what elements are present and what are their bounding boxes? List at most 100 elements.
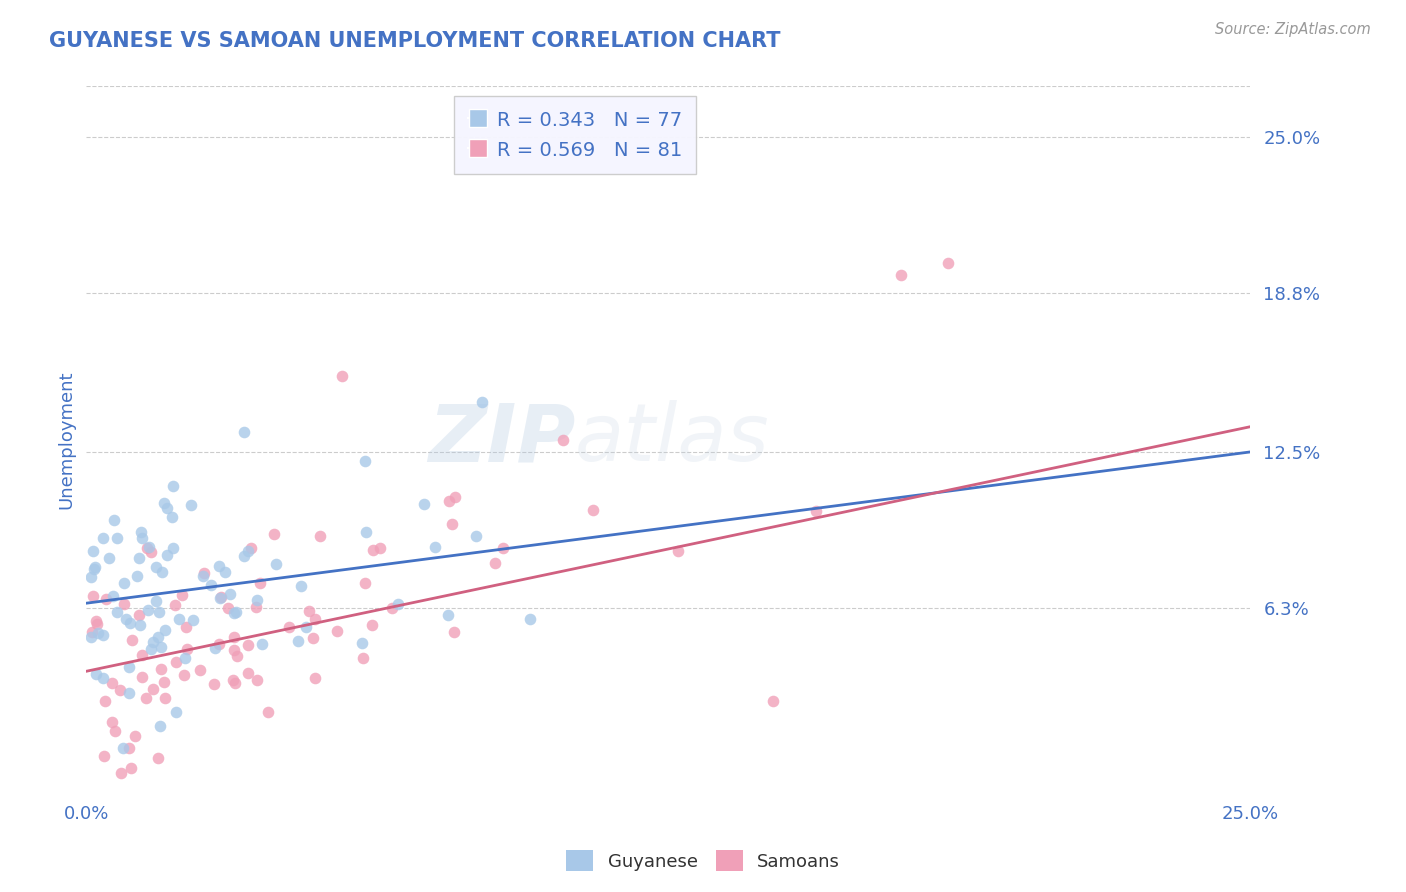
Point xyxy=(153,691,176,706)
Point xyxy=(302,632,325,646)
Point xyxy=(121,633,143,648)
Point xyxy=(295,619,318,633)
Legend: R = 0.343   N = 77, R = 0.569   N = 81: R = 0.343 N = 77, R = 0.569 N = 81 xyxy=(454,96,696,174)
Point xyxy=(146,751,169,765)
Point xyxy=(128,550,150,565)
Text: ZIP: ZIP xyxy=(427,401,575,478)
Point xyxy=(142,682,165,697)
Point xyxy=(484,556,506,570)
Point xyxy=(232,425,254,440)
Point xyxy=(131,670,153,684)
Point xyxy=(174,620,197,634)
Point xyxy=(582,503,605,517)
Point xyxy=(145,560,167,574)
Point xyxy=(246,593,269,607)
Point xyxy=(80,570,103,584)
Point xyxy=(308,528,330,542)
Point xyxy=(381,601,404,615)
Point xyxy=(93,749,115,764)
Point xyxy=(298,604,321,618)
Point xyxy=(354,453,377,467)
Point xyxy=(519,612,541,626)
Point xyxy=(149,719,172,733)
Point xyxy=(110,766,132,780)
Point xyxy=(225,605,247,619)
Point xyxy=(222,630,245,644)
Point xyxy=(129,618,152,632)
Point xyxy=(551,433,574,447)
Point xyxy=(890,268,912,283)
Point xyxy=(762,694,785,708)
Point xyxy=(443,491,465,505)
Point xyxy=(352,650,374,665)
Point xyxy=(209,591,232,605)
Point xyxy=(332,369,354,384)
Point xyxy=(162,509,184,524)
Point xyxy=(84,614,107,628)
Point xyxy=(208,591,231,605)
Point xyxy=(105,531,128,545)
Point xyxy=(200,578,222,592)
Point xyxy=(246,673,269,687)
Point xyxy=(249,576,271,591)
Point xyxy=(236,639,259,653)
Point xyxy=(93,794,115,808)
Point xyxy=(181,613,204,627)
Point xyxy=(204,640,226,655)
Point xyxy=(224,676,246,690)
Point xyxy=(118,686,141,700)
Point xyxy=(107,605,129,619)
Point xyxy=(465,529,488,543)
Point xyxy=(222,673,245,687)
Point xyxy=(150,661,173,675)
Point xyxy=(124,730,146,744)
Point xyxy=(350,636,373,650)
Point xyxy=(120,616,142,631)
Point xyxy=(135,691,157,706)
Point xyxy=(290,579,312,593)
Point xyxy=(139,642,162,657)
Point xyxy=(492,541,515,555)
Point xyxy=(129,525,152,540)
Point xyxy=(304,671,326,685)
Point xyxy=(156,548,179,562)
Point xyxy=(287,634,309,648)
Point xyxy=(278,620,301,634)
Point xyxy=(217,601,239,615)
Point xyxy=(135,541,157,555)
Point xyxy=(226,649,249,664)
Point xyxy=(101,676,124,690)
Point xyxy=(236,665,259,680)
Text: GUYANESE VS SAMOAN UNEMPLOYMENT CORRELATION CHART: GUYANESE VS SAMOAN UNEMPLOYMENT CORRELAT… xyxy=(49,31,780,51)
Point xyxy=(208,637,231,651)
Point xyxy=(252,637,274,651)
Point xyxy=(326,624,349,639)
Point xyxy=(93,694,115,708)
Point xyxy=(91,671,114,685)
Point xyxy=(936,256,959,270)
Point xyxy=(222,643,245,657)
Point xyxy=(111,740,134,755)
Point xyxy=(354,524,377,539)
Point xyxy=(304,611,326,625)
Point xyxy=(115,612,138,626)
Point xyxy=(180,498,202,512)
Point xyxy=(441,516,464,531)
Point xyxy=(439,493,461,508)
Point xyxy=(162,541,184,555)
Point xyxy=(146,630,169,644)
Point xyxy=(232,549,254,563)
Point xyxy=(96,591,118,606)
Point xyxy=(156,500,179,515)
Point xyxy=(82,625,104,640)
Point xyxy=(165,655,187,669)
Point xyxy=(149,640,172,654)
Point xyxy=(84,667,107,681)
Point xyxy=(136,603,159,617)
Point xyxy=(145,593,167,607)
Point xyxy=(172,589,194,603)
Point xyxy=(131,531,153,545)
Point xyxy=(118,660,141,674)
Point xyxy=(104,724,127,739)
Point xyxy=(162,479,184,493)
